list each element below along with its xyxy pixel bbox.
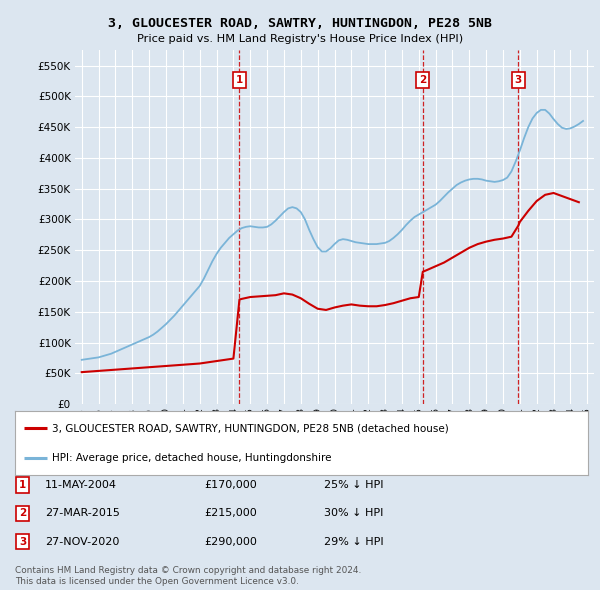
Text: 27-NOV-2020: 27-NOV-2020 [45, 537, 119, 546]
Text: 1: 1 [19, 480, 26, 490]
Text: 2: 2 [419, 76, 427, 85]
Text: 1: 1 [236, 76, 243, 85]
Text: This data is licensed under the Open Government Licence v3.0.: This data is licensed under the Open Gov… [15, 578, 299, 586]
Text: 3, GLOUCESTER ROAD, SAWTRY, HUNTINGDON, PE28 5NB: 3, GLOUCESTER ROAD, SAWTRY, HUNTINGDON, … [108, 17, 492, 30]
Text: £290,000: £290,000 [204, 537, 257, 546]
Text: Price paid vs. HM Land Registry's House Price Index (HPI): Price paid vs. HM Land Registry's House … [137, 34, 463, 44]
Text: 25% ↓ HPI: 25% ↓ HPI [324, 480, 383, 490]
Text: 27-MAR-2015: 27-MAR-2015 [45, 509, 120, 518]
Text: 3: 3 [515, 76, 522, 85]
Text: 11-MAY-2004: 11-MAY-2004 [45, 480, 117, 490]
Text: £170,000: £170,000 [204, 480, 257, 490]
Text: 3: 3 [19, 537, 26, 546]
Text: 2: 2 [19, 509, 26, 518]
Text: 29% ↓ HPI: 29% ↓ HPI [324, 537, 383, 546]
Text: Contains HM Land Registry data © Crown copyright and database right 2024.: Contains HM Land Registry data © Crown c… [15, 566, 361, 575]
Text: 30% ↓ HPI: 30% ↓ HPI [324, 509, 383, 518]
Text: 3, GLOUCESTER ROAD, SAWTRY, HUNTINGDON, PE28 5NB (detached house): 3, GLOUCESTER ROAD, SAWTRY, HUNTINGDON, … [52, 424, 449, 434]
Text: £215,000: £215,000 [204, 509, 257, 518]
Text: HPI: Average price, detached house, Huntingdonshire: HPI: Average price, detached house, Hunt… [52, 453, 332, 463]
